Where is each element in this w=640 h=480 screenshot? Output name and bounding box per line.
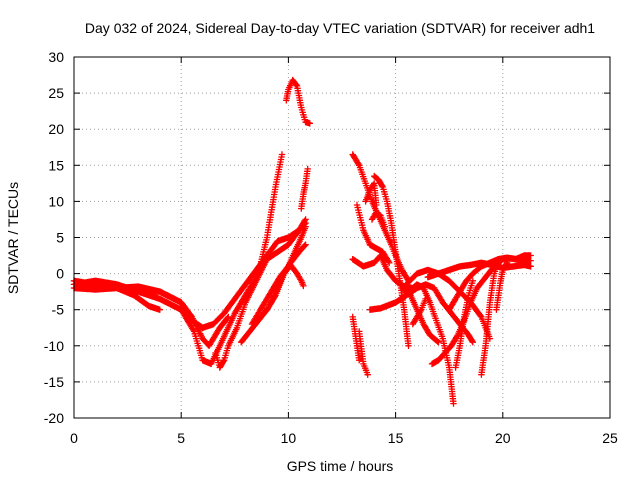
series-sat-z	[478, 256, 506, 378]
y-tick-label: -15	[44, 374, 64, 390]
series-sat-n	[371, 172, 412, 349]
series-markers	[70, 151, 286, 368]
x-tick-label: 0	[70, 430, 78, 446]
series-sat-h	[268, 241, 309, 306]
x-tick-label: 25	[602, 430, 618, 446]
y-tick-label: 25	[48, 85, 64, 101]
y-tick-label: 10	[48, 193, 64, 209]
x-tick-label: 15	[388, 430, 404, 446]
series-sat-o	[362, 180, 380, 209]
chart-title: Day 032 of 2024, Sidereal Day-to-day VTE…	[85, 20, 595, 36]
series-markers	[478, 256, 506, 378]
series-markers	[356, 328, 371, 378]
series-sat-v	[409, 295, 429, 328]
series-markers	[268, 241, 309, 306]
series-sat-l	[353, 201, 393, 266]
series-sat-a	[70, 151, 286, 368]
y-tick-label: -5	[52, 302, 65, 318]
series-markers	[298, 165, 311, 212]
y-tick-label: 5	[56, 230, 64, 246]
x-tick-label: 5	[177, 430, 185, 446]
series-markers	[371, 172, 412, 349]
series-markers	[283, 76, 313, 127]
y-tick-label: 15	[48, 157, 64, 173]
series-markers	[212, 216, 309, 371]
x-axis-label: GPS time / hours	[287, 458, 394, 474]
x-tick-label: 20	[495, 430, 511, 446]
x-tick-label: 10	[281, 430, 297, 446]
series-sat-j	[283, 76, 313, 127]
series-sat-i	[298, 165, 311, 212]
series-markers	[362, 180, 380, 209]
series-markers	[409, 295, 429, 328]
y-tick-label: -20	[44, 410, 64, 426]
y-axis-label: SDTVAR / TECUs	[5, 182, 21, 294]
series-markers	[493, 259, 511, 313]
axes: -20 -15 -10 -5 0 5 10 15 20 25 30 0 5 10 15 20 25	[44, 49, 618, 446]
series-sat-e	[212, 216, 309, 371]
data-marks	[70, 76, 534, 407]
series-sat-p	[368, 209, 389, 230]
series-sat-r	[349, 313, 363, 364]
series-sat-ab	[493, 259, 511, 313]
series-markers	[368, 209, 389, 230]
series-markers	[349, 313, 363, 364]
y-tick-label: 20	[48, 121, 64, 137]
series-markers	[353, 201, 393, 266]
series-sat-aa	[452, 277, 476, 371]
y-tick-label: 30	[48, 49, 64, 65]
grid-layer	[74, 57, 610, 418]
y-tick-label: 0	[56, 266, 64, 282]
y-tick-label: -10	[44, 338, 64, 354]
series-markers	[452, 277, 476, 371]
series-sat-q	[356, 328, 371, 378]
